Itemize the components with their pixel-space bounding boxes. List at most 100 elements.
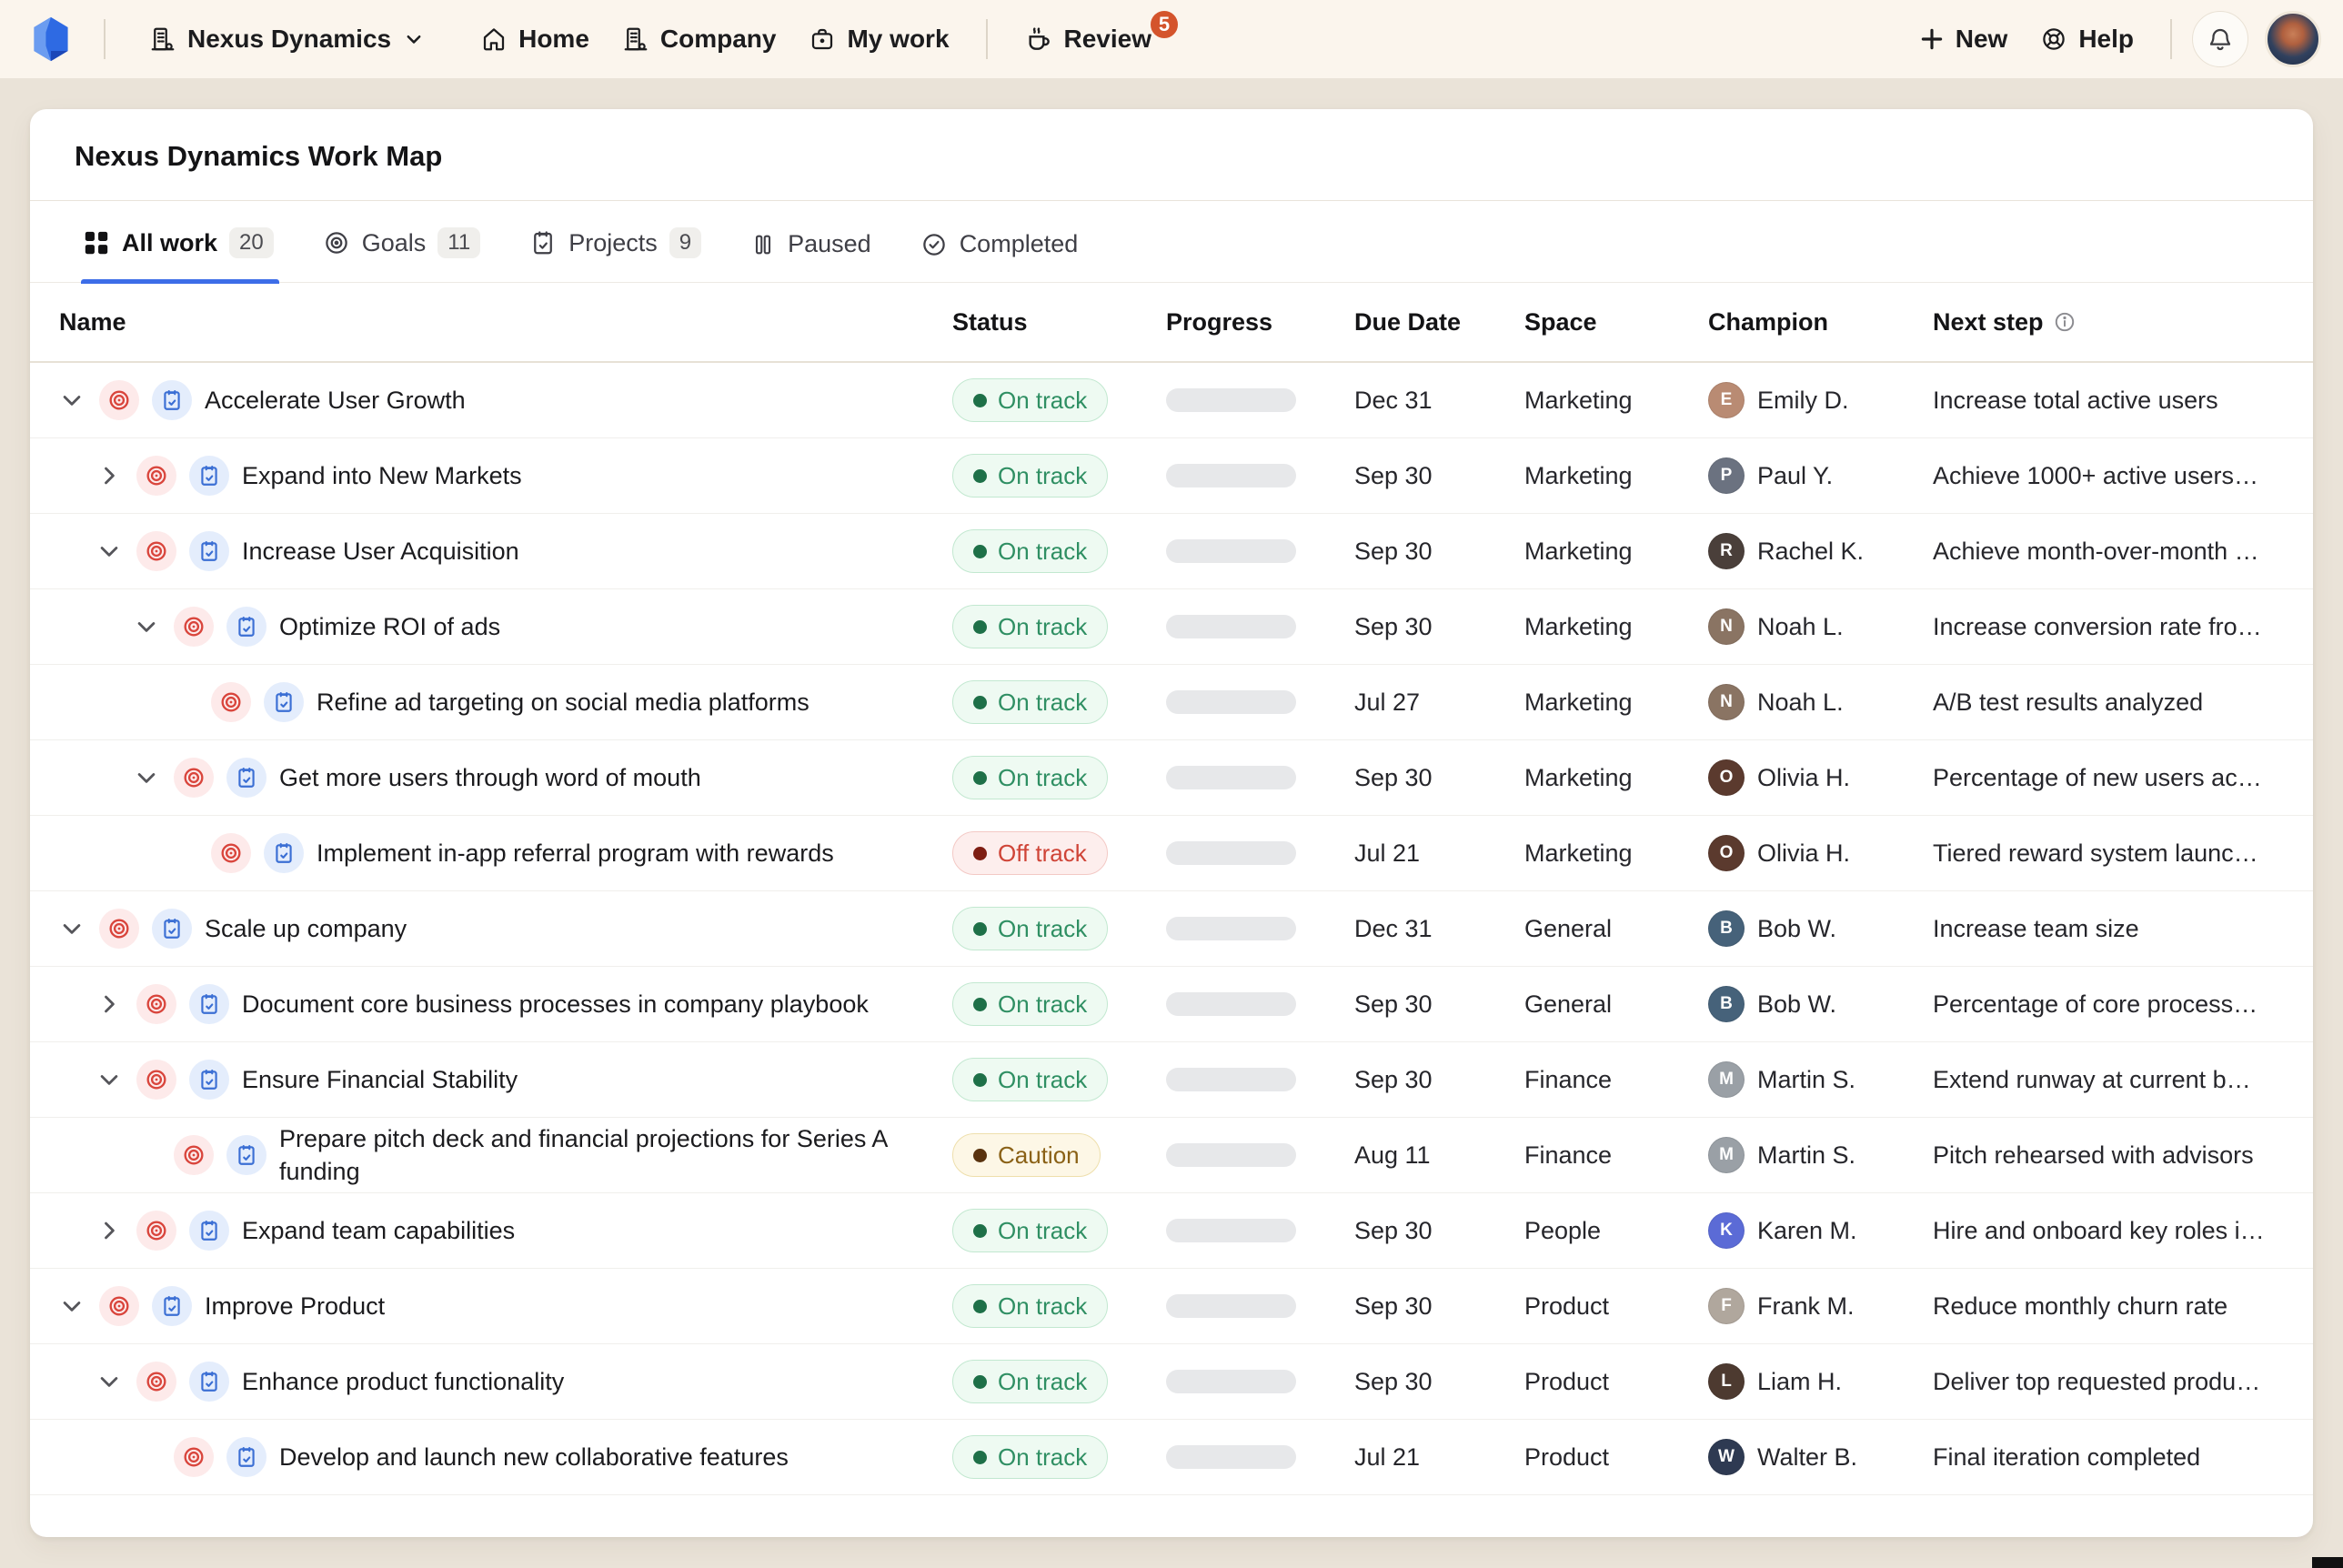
- table-row[interactable]: Optimize ROI of ads On track Sep 30 Mark…: [30, 589, 2313, 665]
- item-name[interactable]: Develop and launch new collaborative fea…: [279, 1442, 789, 1471]
- row-chevron[interactable]: [96, 991, 136, 1017]
- row-chevron[interactable]: [96, 538, 136, 564]
- avatar: P: [1708, 457, 1745, 494]
- item-name[interactable]: Scale up company: [205, 914, 407, 942]
- progress-cell: [1166, 841, 1354, 865]
- space: General: [1524, 990, 1613, 1018]
- space: Marketing: [1524, 461, 1633, 489]
- progress-bar: [1166, 1219, 1296, 1242]
- champion-cell: N Noah L.: [1708, 608, 1933, 645]
- project-icon: [189, 1362, 229, 1402]
- item-name[interactable]: Expand into New Markets: [242, 461, 522, 489]
- row-chevron[interactable]: [59, 916, 99, 941]
- item-name[interactable]: Prepare pitch deck and financial project…: [279, 1124, 887, 1185]
- item-name[interactable]: Improve Product: [205, 1292, 386, 1320]
- item-name[interactable]: Get more users through word of mouth: [279, 763, 701, 791]
- tab-label: All work: [122, 228, 218, 256]
- status-pill: Off track: [952, 831, 1108, 875]
- table-row[interactable]: Prepare pitch deck and financial project…: [30, 1118, 2313, 1193]
- champion-cell: B Bob W.: [1708, 910, 1933, 947]
- space: Marketing: [1524, 688, 1633, 716]
- home-icon: [483, 28, 505, 51]
- tab-completed[interactable]: Completed: [920, 230, 1082, 282]
- due-date: Sep 30: [1354, 1367, 1433, 1395]
- status-pill: On track: [952, 454, 1109, 498]
- table-row[interactable]: Enhance product functionality On track S…: [30, 1344, 2313, 1420]
- champion-cell: O Olivia H.: [1708, 759, 1933, 796]
- status-dot-icon: [973, 1072, 987, 1087]
- tab-all-work[interactable]: All work 20: [81, 227, 279, 284]
- status-dot-icon: [973, 393, 987, 407]
- row-chevron[interactable]: [59, 1293, 99, 1319]
- table-row[interactable]: Accelerate User Growth On track Dec 31 M…: [30, 363, 2313, 438]
- table-row[interactable]: Implement in-app referral program with r…: [30, 816, 2313, 891]
- work-map-card: Nexus Dynamics Work Map All work 20 Goal…: [30, 109, 2313, 1537]
- table-row[interactable]: Refine ad targeting on social media plat…: [30, 665, 2313, 740]
- tab-paused[interactable]: Paused: [750, 230, 875, 282]
- champion-name: Martin S.: [1757, 1065, 1856, 1093]
- clipboard-icon: [534, 231, 553, 255]
- item-name[interactable]: Optimize ROI of ads: [279, 612, 501, 640]
- nav-item-review[interactable]: Review 5: [1008, 8, 1182, 65]
- status-pill: On track: [952, 982, 1109, 1026]
- item-name[interactable]: Refine ad targeting on social media plat…: [317, 688, 809, 716]
- row-chevron[interactable]: [96, 1218, 136, 1243]
- item-name[interactable]: Expand team capabilities: [242, 1216, 516, 1244]
- project-icon: [152, 380, 192, 420]
- row-chevron[interactable]: [96, 1369, 136, 1394]
- new-button[interactable]: New: [1903, 14, 2025, 65]
- status-label: On track: [998, 990, 1088, 1018]
- next-step: Increase team size: [1933, 914, 2139, 942]
- table-row[interactable]: Document core business processes in comp…: [30, 967, 2313, 1042]
- item-name[interactable]: Implement in-app referral program with r…: [317, 839, 834, 867]
- progress-cell: [1166, 766, 1354, 789]
- progress-bar: [1166, 539, 1296, 563]
- table-row[interactable]: Develop and launch new collaborative fea…: [30, 1420, 2313, 1495]
- row-chevron[interactable]: [59, 387, 99, 413]
- row-chevron[interactable]: [96, 463, 136, 488]
- status-label: On track: [998, 612, 1088, 640]
- help-button[interactable]: Help: [2024, 14, 2150, 65]
- column-header-next-step: Next step: [1933, 308, 2284, 337]
- row-chevron[interactable]: [134, 765, 174, 790]
- nav-item-home[interactable]: Home: [464, 14, 606, 65]
- row-chevron[interactable]: [134, 614, 174, 639]
- progress-cell: [1166, 1445, 1354, 1469]
- goal-icon: [136, 1060, 176, 1100]
- item-name[interactable]: Increase User Acquisition: [242, 537, 519, 565]
- table-row[interactable]: Expand into New Markets On track Sep 30 …: [30, 438, 2313, 514]
- next-step: Increase total active users: [1933, 386, 2218, 414]
- item-name[interactable]: Accelerate User Growth: [205, 386, 466, 414]
- nav-item-my-work[interactable]: My work: [792, 14, 965, 65]
- card-header: Nexus Dynamics Work Map: [30, 109, 2313, 201]
- status-label: Caution: [998, 1141, 1080, 1169]
- item-name[interactable]: Document core business processes in comp…: [242, 990, 869, 1018]
- project-icon: [189, 1060, 229, 1100]
- table-row[interactable]: Scale up company On track Dec 31 General…: [30, 891, 2313, 967]
- indent-spacer: [59, 1004, 96, 1005]
- app-logo-icon[interactable]: [25, 15, 76, 63]
- due-date: Jul 27: [1354, 688, 1421, 716]
- nav-item-company[interactable]: Company: [606, 14, 793, 65]
- status-cell: On track: [952, 1209, 1166, 1252]
- name-cell: Improve Product: [59, 1286, 952, 1326]
- table-row[interactable]: Improve Product On track Sep 30 Product …: [30, 1269, 2313, 1344]
- tab-projects[interactable]: Projects 9: [529, 227, 705, 282]
- item-name[interactable]: Ensure Financial Stability: [242, 1065, 518, 1093]
- user-avatar[interactable]: [2265, 11, 2321, 67]
- progress-cell: [1166, 464, 1354, 487]
- row-chevron[interactable]: [96, 1067, 136, 1092]
- item-name[interactable]: Enhance product functionality: [242, 1367, 565, 1395]
- tab-goals[interactable]: Goals 11: [323, 227, 484, 282]
- table-row[interactable]: Expand team capabilities On track Sep 30…: [30, 1193, 2313, 1269]
- space: Finance: [1524, 1141, 1613, 1169]
- table-row[interactable]: Ensure Financial Stability On track Sep …: [30, 1042, 2313, 1118]
- status-pill: On track: [952, 1058, 1109, 1101]
- table-row[interactable]: Get more users through word of mouth On …: [30, 740, 2313, 816]
- name-cell: Implement in-app referral program with r…: [59, 833, 952, 873]
- progress-cell: [1166, 1370, 1354, 1393]
- notifications-button[interactable]: [2192, 11, 2248, 67]
- table-row[interactable]: Increase User Acquisition On track Sep 3…: [30, 514, 2313, 589]
- chevron-right-icon: [105, 467, 115, 485]
- org-switcher[interactable]: Nexus Dynamics: [133, 14, 440, 65]
